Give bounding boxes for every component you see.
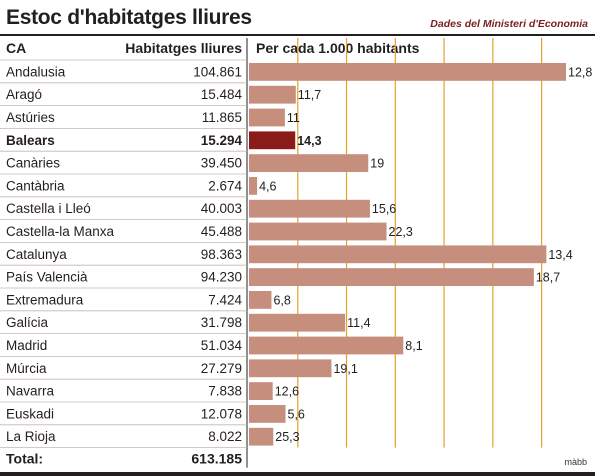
row-homes: 45.488	[201, 224, 242, 239]
bar-value-label: 19,1	[333, 362, 357, 376]
bar	[249, 245, 547, 264]
bar	[249, 222, 387, 241]
row-homes: 12.078	[201, 406, 242, 421]
row-homes: 15.294	[201, 133, 243, 148]
bar	[249, 268, 534, 286]
row-homes: 7.424	[208, 292, 242, 307]
bar	[249, 405, 286, 423]
bar	[249, 199, 370, 218]
bar	[249, 382, 273, 400]
bar-value-label: 12,6	[275, 385, 299, 399]
row-homes: 27.279	[201, 361, 242, 376]
row-name: Euskadi	[6, 406, 54, 421]
total-value: 613.185	[191, 451, 242, 467]
title-rule	[0, 34, 595, 36]
bar-value-label: 15,6	[372, 202, 396, 216]
row-homes: 7.838	[208, 384, 242, 399]
bar-value-label: 6,8	[273, 293, 290, 307]
bar	[249, 154, 369, 172]
row-homes: 39.450	[201, 156, 242, 171]
bar-value-label: 11,4	[347, 316, 370, 330]
row-name: Múrcia	[6, 361, 47, 376]
total-label: Total:	[6, 451, 43, 467]
source-note: Dades del Ministeri d'Economia	[430, 18, 588, 30]
row-name: Andalusia	[6, 64, 66, 79]
row-name: Castella i Lleó	[6, 201, 91, 216]
bar-value-label: 22,3	[389, 225, 413, 239]
row-name: Castella-la Manxa	[6, 224, 115, 239]
bar-value-label: 11	[287, 111, 300, 125]
row-name: Cantàbria	[6, 178, 65, 193]
column-header-ca: CA	[6, 40, 26, 56]
bar-value-label: 5,6	[288, 407, 305, 421]
row-name: Balears	[6, 133, 55, 148]
row-name: Extremadura	[6, 292, 84, 307]
row-homes: 104.861	[193, 64, 242, 79]
row-name: Navarra	[6, 384, 55, 399]
row-homes: 94.230	[201, 270, 242, 285]
row-homes: 2.674	[208, 178, 242, 193]
bar	[249, 131, 296, 150]
bar-value-label: 11,7	[298, 88, 321, 102]
bar-value-label: 18,7	[536, 271, 560, 285]
row-name: Aragó	[6, 87, 42, 102]
chart-title: Estoc d'habitatges lliures	[6, 6, 252, 29]
bar	[249, 177, 258, 195]
bar-value-label: 25,3	[275, 430, 299, 444]
column-header-per1000: Per cada 1.000 habitants	[256, 40, 420, 56]
bar	[249, 108, 285, 127]
column-header-homes: Habitatges lliures	[125, 40, 242, 56]
row-name: Astúries	[6, 110, 55, 125]
bar-value-label: 14,3	[297, 134, 321, 148]
bar	[249, 291, 272, 309]
row-name: Catalunya	[6, 247, 67, 262]
row-name: País Valencià	[6, 270, 88, 285]
bar	[249, 313, 346, 332]
author-credit: màbb	[564, 457, 587, 467]
bar-value-label: 8,1	[405, 339, 422, 353]
row-homes: 51.034	[201, 338, 243, 353]
bar	[249, 63, 566, 81]
bar-value-label: 13,4	[548, 248, 572, 262]
row-homes: 15.484	[201, 87, 243, 102]
row-homes: 31.798	[201, 315, 242, 330]
footer-rule	[0, 472, 595, 476]
row-name: Canàries	[6, 156, 60, 171]
row-name: Galícia	[6, 315, 49, 330]
bar	[249, 336, 404, 355]
bar	[249, 85, 296, 104]
bar-value-label: 12,8	[568, 65, 592, 79]
row-homes: 40.003	[201, 201, 242, 216]
row-name: Madrid	[6, 338, 47, 353]
row-homes: 8.022	[208, 429, 242, 444]
bar-value-label: 19	[370, 157, 384, 171]
bar	[249, 427, 274, 446]
row-homes: 98.363	[201, 247, 242, 262]
bar-value-label: 4,6	[259, 179, 276, 193]
bar	[249, 359, 332, 378]
row-homes: 11.865	[202, 110, 242, 125]
row-name: La Rioja	[6, 429, 56, 444]
